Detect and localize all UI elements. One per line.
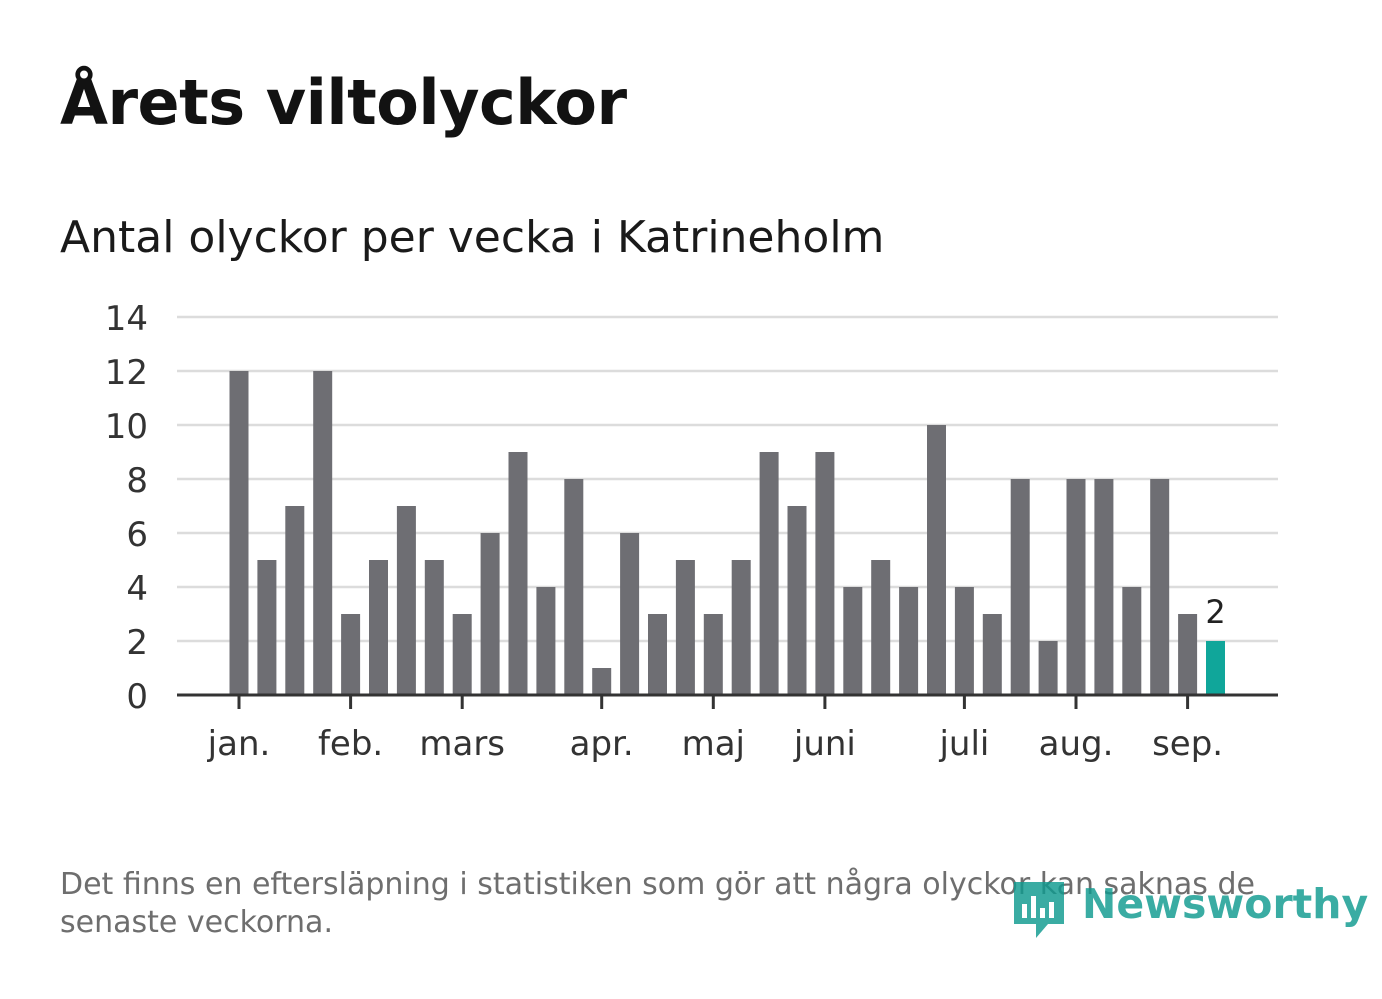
bar	[620, 533, 640, 695]
bar	[285, 506, 305, 695]
bar	[480, 533, 500, 695]
bar	[982, 614, 1002, 695]
bar	[1066, 479, 1086, 695]
x-tick-label: juni	[793, 724, 856, 764]
y-tick-label: 14	[105, 299, 148, 339]
bar	[1150, 479, 1170, 695]
bar	[787, 506, 807, 695]
x-axis	[177, 693, 1278, 709]
bar	[564, 479, 584, 695]
bar	[899, 587, 919, 695]
bar	[731, 560, 751, 695]
bar	[536, 587, 556, 695]
data-label: 2	[1205, 593, 1225, 631]
bar	[341, 614, 361, 695]
bar-highlighted	[1206, 641, 1225, 695]
chart-subtitle: Antal olyckor per vecka i Katrineholm	[60, 212, 885, 263]
newsworthy-logo: Newsworthy	[1010, 878, 1368, 944]
bar	[648, 614, 667, 695]
x-tick-label: jan.	[207, 724, 271, 764]
bar	[369, 560, 388, 695]
x-tick-label: juli	[938, 724, 989, 764]
y-tick-label: 2	[126, 623, 148, 663]
y-tick-label: 0	[126, 677, 148, 717]
bar	[424, 560, 444, 695]
y-tick-label: 4	[126, 569, 148, 609]
x-tick-label: maj	[682, 724, 745, 764]
bar	[815, 452, 835, 695]
x-tick-label: feb.	[318, 724, 383, 764]
bars	[229, 371, 1225, 695]
bar	[675, 560, 695, 695]
newsworthy-logo-icon	[1014, 882, 1064, 938]
newsworthy-logo-text: Newsworthy	[1082, 880, 1369, 928]
x-tick-label: apr.	[570, 724, 634, 764]
y-tick-label: 12	[105, 353, 148, 393]
bar	[703, 614, 723, 695]
bar	[1094, 479, 1114, 695]
bar	[592, 668, 612, 695]
y-tick-label: 10	[105, 407, 148, 447]
x-tick-label: sep.	[1152, 724, 1223, 764]
bar	[452, 614, 472, 695]
bar	[927, 425, 946, 695]
bar	[257, 560, 277, 695]
bar	[1122, 587, 1142, 695]
bar	[1178, 614, 1198, 695]
bar	[313, 371, 333, 695]
chart-title: Årets viltolyckor	[60, 66, 627, 139]
tick-labels: 0 2 4 6 8 10 12 14 2 jan. feb. mars apr. maj juni juli a…	[105, 299, 1226, 764]
x-tick-label: aug.	[1039, 724, 1114, 764]
bar	[871, 560, 891, 695]
bar	[396, 506, 416, 695]
bar	[954, 587, 974, 695]
x-tick-label: mars	[419, 724, 505, 764]
bar	[1038, 641, 1058, 695]
bar	[1010, 479, 1030, 695]
y-tick-label: 8	[126, 461, 148, 501]
y-tick-label: 6	[126, 515, 148, 555]
bar	[759, 452, 779, 695]
bar	[229, 371, 249, 695]
bar	[843, 587, 863, 695]
bar	[508, 452, 528, 695]
